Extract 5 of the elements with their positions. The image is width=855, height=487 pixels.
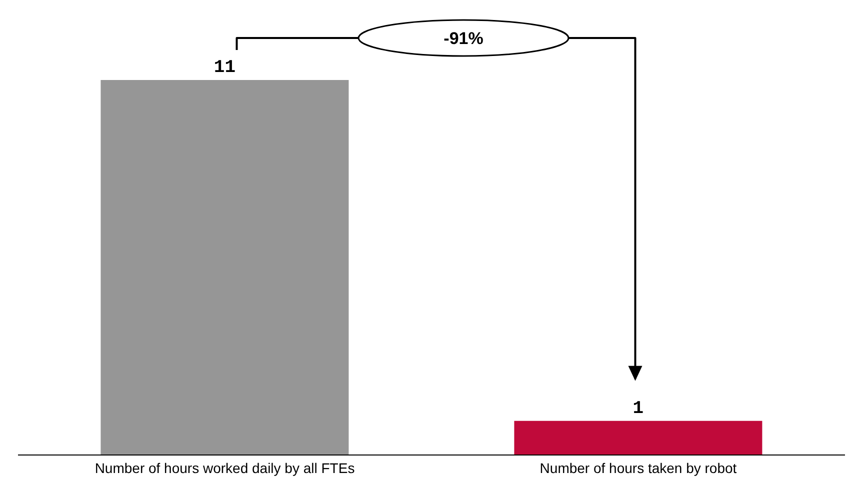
text: -91% [444,29,484,48]
x-tick-label: Number of hours worked daily by all FTEs [94,460,355,476]
data-label: 1 [632,398,644,419]
data-label: 11 [214,58,236,78]
x-tick-label: Number of hours taken by robot [540,460,737,476]
